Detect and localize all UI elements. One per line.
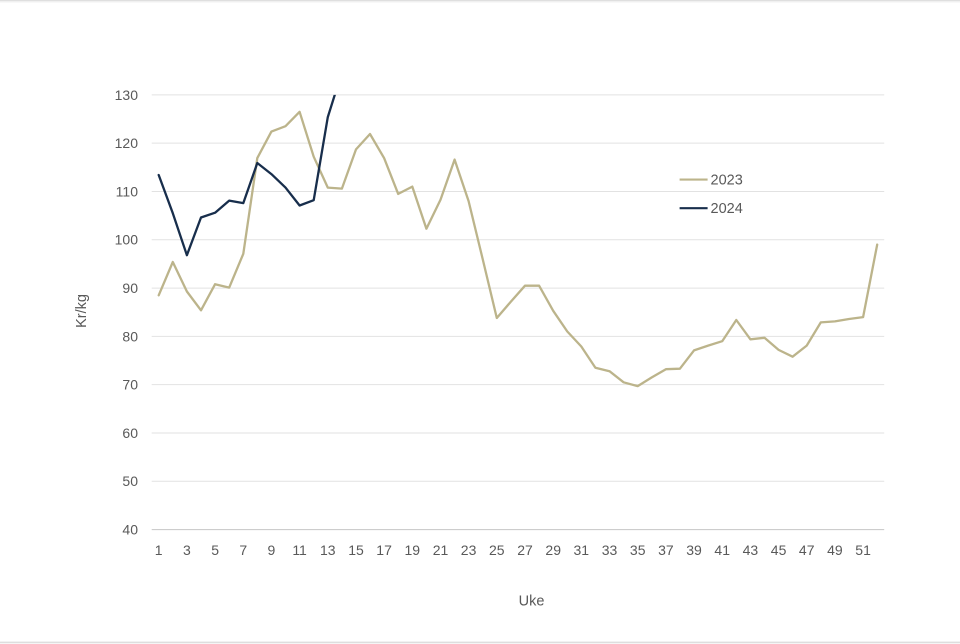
svg-text:60: 60 xyxy=(122,425,138,441)
svg-text:1: 1 xyxy=(155,542,163,558)
svg-text:19: 19 xyxy=(405,542,421,558)
svg-text:130: 130 xyxy=(115,87,139,103)
svg-text:39: 39 xyxy=(686,542,702,558)
svg-text:Uke: Uke xyxy=(519,594,545,610)
svg-text:33: 33 xyxy=(602,542,618,558)
svg-text:15: 15 xyxy=(348,542,364,558)
svg-text:45: 45 xyxy=(771,542,787,558)
svg-text:49: 49 xyxy=(827,542,843,558)
svg-text:50: 50 xyxy=(122,473,138,489)
svg-text:7: 7 xyxy=(239,542,247,558)
svg-text:110: 110 xyxy=(116,183,139,199)
svg-text:120: 120 xyxy=(115,135,139,151)
svg-text:5: 5 xyxy=(211,542,219,558)
svg-text:17: 17 xyxy=(376,542,392,558)
svg-text:2024: 2024 xyxy=(711,201,743,217)
svg-text:13: 13 xyxy=(320,542,336,558)
svg-text:40: 40 xyxy=(122,522,138,538)
svg-text:3: 3 xyxy=(183,542,191,558)
svg-text:31: 31 xyxy=(574,542,590,558)
svg-text:100: 100 xyxy=(115,232,139,248)
svg-text:35: 35 xyxy=(630,542,646,558)
svg-text:37: 37 xyxy=(658,542,674,558)
svg-text:29: 29 xyxy=(545,542,561,558)
svg-text:47: 47 xyxy=(799,542,815,558)
svg-text:43: 43 xyxy=(743,542,759,558)
svg-text:9: 9 xyxy=(268,542,276,558)
svg-text:80: 80 xyxy=(122,328,138,344)
svg-text:21: 21 xyxy=(433,542,449,558)
svg-text:90: 90 xyxy=(122,280,138,296)
svg-text:23: 23 xyxy=(461,542,477,558)
svg-text:11: 11 xyxy=(292,542,307,558)
svg-text:2023: 2023 xyxy=(711,172,743,188)
svg-text:27: 27 xyxy=(517,542,533,558)
svg-text:51: 51 xyxy=(855,542,871,558)
svg-text:25: 25 xyxy=(489,542,505,558)
svg-text:70: 70 xyxy=(122,377,138,393)
svg-text:41: 41 xyxy=(714,542,730,558)
svg-text:Kr/kg: Kr/kg xyxy=(74,294,90,328)
